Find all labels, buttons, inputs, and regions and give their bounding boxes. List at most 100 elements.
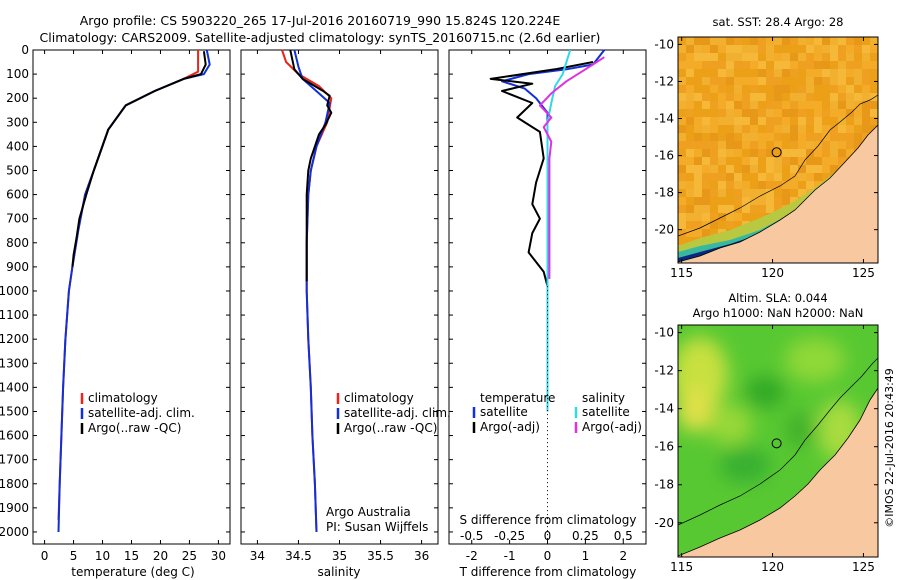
sst-cell: [798, 173, 806, 181]
sst-cell: [686, 237, 694, 245]
sst-cell: [806, 165, 814, 173]
sst-cell: [822, 77, 830, 85]
sst-cell: [782, 61, 790, 69]
sst-cell: [814, 117, 822, 125]
sst-cell: [726, 221, 734, 229]
sst-cell: [750, 85, 758, 93]
sst-cell: [790, 189, 798, 197]
sst-cell: [710, 117, 718, 125]
sst-cell: [766, 125, 774, 133]
sst-cell: [806, 149, 814, 157]
sst-cell: [734, 45, 742, 53]
sla-negative-anomaly: [786, 412, 814, 448]
sst-cell: [718, 93, 726, 101]
sst-cell: [830, 101, 838, 109]
sst-cell: [702, 141, 710, 149]
sst-cell: [782, 197, 790, 205]
sst-cell: [742, 197, 750, 205]
sst-cell: [774, 157, 782, 165]
sst-cell: [854, 117, 862, 125]
depth-tick-label: 200: [6, 91, 29, 105]
sst-cell: [734, 53, 742, 61]
sst-cell: [726, 85, 734, 93]
sst-cell: [702, 213, 710, 221]
sst-cell: [814, 141, 822, 149]
map-y-tick-label: -12: [654, 74, 674, 88]
sst-cell: [782, 53, 790, 61]
sst-cell: [782, 157, 790, 165]
sst-cell: [758, 197, 766, 205]
sst-cell: [742, 133, 750, 141]
sst-cell: [726, 69, 734, 77]
sst-cell: [798, 85, 806, 93]
sst-cell: [678, 173, 686, 181]
sst-cell: [862, 85, 870, 93]
sla-map-panel: Altim. SLA: 0.044 Argo h1000: NaN h2000:…: [654, 291, 879, 574]
sst-cell: [686, 125, 694, 133]
sst-cell: [862, 61, 870, 69]
sst-cell: [822, 69, 830, 77]
s-difference-axis: -0.5 -0.25 0 0.25 0.5: [460, 529, 633, 543]
depth-tick-label: 1700: [0, 453, 29, 467]
sst-cell: [782, 141, 790, 149]
sst-cell: [710, 45, 718, 53]
sst-cell: [766, 109, 774, 117]
sst-cell: [830, 125, 838, 133]
sst-cell: [742, 125, 750, 133]
sst-cell: [790, 45, 798, 53]
sst-cell: [718, 141, 726, 149]
sst-cell: [814, 85, 822, 93]
sst-cell: [774, 149, 782, 157]
sst-cell: [790, 181, 798, 189]
sst-cell: [718, 133, 726, 141]
sst-cell: [838, 125, 846, 133]
sst-cell: [710, 133, 718, 141]
sst-cell: [830, 61, 838, 69]
sst-coastline: [678, 124, 878, 263]
sst-cell: [862, 93, 870, 101]
sst-map-frame: [677, 36, 879, 264]
sst-cell: [734, 37, 742, 45]
sst-cell: [790, 53, 798, 61]
sla-map-title: Altim. SLA: 0.044: [728, 291, 827, 305]
sst-cell: [806, 181, 814, 189]
sst-cell: [862, 109, 870, 117]
x-tick-label: 35: [332, 549, 347, 563]
sst-cell: [678, 133, 686, 141]
sst-cell: [694, 189, 702, 197]
sst-cell: [742, 101, 750, 109]
sla-map-subtitle: Argo h1000: NaN h2000: NaN: [693, 306, 864, 320]
sst-cell: [846, 141, 854, 149]
sst-map-title: sat. SST: 28.4 Argo: 28: [713, 15, 844, 29]
sst-cell: [694, 45, 702, 53]
sla-map-axes: 115 120 125 -10 -12 -14 -16 -18 -20: [654, 325, 878, 574]
sst-cell: [710, 125, 718, 133]
sst-cell: [854, 45, 862, 53]
map-y-tick-label: -16: [654, 149, 674, 163]
sst-cell: [798, 61, 806, 69]
sst-cell: [742, 37, 750, 45]
sst-cell: [718, 53, 726, 61]
sst-cell: [726, 101, 734, 109]
sst-cell: [742, 85, 750, 93]
sst-cell: [758, 45, 766, 53]
map-y-tick-label: -20: [654, 516, 674, 530]
depth-tick-label: 1600: [0, 429, 29, 443]
depth-tick-label: 1300: [0, 356, 29, 370]
sst-cell: [686, 181, 694, 189]
sst-cell: [734, 109, 742, 117]
sst-cell: [774, 117, 782, 125]
sla-map-frame: [677, 324, 879, 558]
sst-cell: [678, 53, 686, 61]
sst-cell: [750, 157, 758, 165]
sst-cell: [862, 45, 870, 53]
sst-cell: [798, 45, 806, 53]
s-difference-label: S difference from climatology: [460, 513, 637, 527]
sst-cell: [838, 141, 846, 149]
sst-cell: [710, 53, 718, 61]
sst-cell: [702, 229, 710, 237]
depth-tick-label: 0: [21, 43, 29, 57]
sst-cell: [726, 109, 734, 117]
sst-cell: [838, 85, 846, 93]
sst-cell: [782, 189, 790, 197]
